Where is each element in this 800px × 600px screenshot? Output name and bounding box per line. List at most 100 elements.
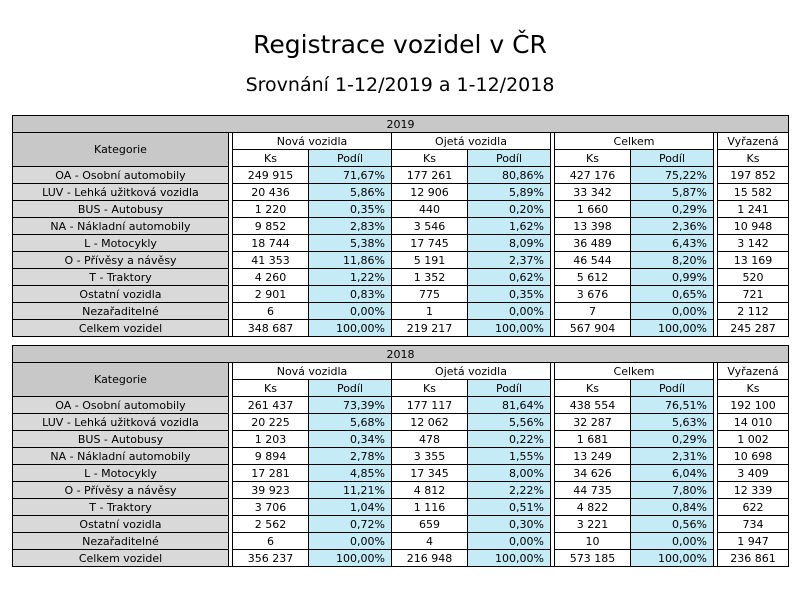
table-row: Celkem vozidel 348 687 100,00% 219 217 100,0… (12, 319, 790, 337)
cell-nova-podil: 11,86% (308, 251, 392, 269)
cell-celkem-podil: 0,65% (630, 285, 714, 303)
cell-ojeta-podil: 1,55% (467, 447, 551, 465)
cell-celkem-podil: 6,43% (630, 234, 714, 252)
table-row: BUS - Autobusy 1 220 0,35% 440 0,20% 1 660 0,2… (12, 200, 790, 218)
subheader-podil: Podíl (630, 379, 714, 397)
cell-nova-podil: 0,72% (308, 515, 392, 533)
cell-nova-ks: 348 687 (232, 319, 309, 337)
cell-ojeta-ks: 3 355 (391, 447, 468, 465)
cell-vyrazena-ks: 10 698 (716, 447, 790, 465)
cell-celkem-podil: 0,56% (630, 515, 714, 533)
cell-vyrazena-ks: 12 339 (716, 481, 790, 499)
subheader-podil: Podíl (630, 149, 714, 167)
cell-ojeta-podil: 0,00% (467, 302, 551, 320)
cell-ojeta-ks: 5 191 (391, 251, 468, 269)
cell-celkem-ks: 438 554 (554, 396, 631, 414)
cell-celkem-podil: 75,22% (630, 166, 714, 184)
cell-ojeta-podil: 0,35% (467, 285, 551, 303)
cell-ojeta-ks: 177 117 (391, 396, 468, 414)
page-title: Registrace vozidel v ČR (253, 30, 547, 59)
cell-ojeta-podil: 8,00% (467, 464, 551, 482)
column-header-celkem: Celkem (554, 362, 714, 380)
cell-nova-ks: 2 901 (232, 285, 309, 303)
column-header-vyrazena: Vyřazená (716, 132, 790, 150)
cell-celkem-podil: 0,84% (630, 498, 714, 516)
cell-nova-podil: 5,68% (308, 413, 392, 431)
cell-celkem-podil: 100,00% (630, 549, 714, 567)
cell-celkem-ks: 573 185 (554, 549, 631, 567)
cell-nova-podil: 4,85% (308, 464, 392, 482)
cell-celkem-ks: 5 612 (554, 268, 631, 286)
cell-vyrazena-ks: 520 (716, 268, 790, 286)
cell-celkem-ks: 427 176 (554, 166, 631, 184)
cell-vyrazena-ks: 1 002 (716, 430, 790, 448)
cell-nova-podil: 1,04% (308, 498, 392, 516)
cell-nova-ks: 1 220 (232, 200, 309, 218)
column-header-nova-vozidla: Nová vozidla (232, 362, 392, 380)
cell-ojeta-podil: 0,51% (467, 498, 551, 516)
row-category: Celkem vozidel (12, 319, 229, 337)
cell-nova-podil: 11,21% (308, 481, 392, 499)
subheader-ks: Ks (232, 149, 309, 167)
cell-nova-podil: 5,38% (308, 234, 392, 252)
cell-nova-podil: 73,39% (308, 396, 392, 414)
table-year-label: 2019 (11, 115, 790, 133)
cell-nova-ks: 6 (232, 302, 309, 320)
cell-nova-ks: 20 436 (232, 183, 309, 201)
cell-ojeta-podil: 2,37% (467, 251, 551, 269)
cell-ojeta-ks: 4 812 (391, 481, 468, 499)
cell-vyrazena-ks: 197 852 (716, 166, 790, 184)
table-row: LUV - Lehká užitková vozidla 20 225 5,68% 1… (12, 413, 790, 431)
cell-vyrazena-ks: 721 (716, 285, 790, 303)
cell-ojeta-podil: 81,64% (467, 396, 551, 414)
row-category: LUV - Lehká užitková vozidla (12, 183, 229, 201)
table-row: T - Traktory 3 706 1,04% 1 116 0,51% 4 822 0,8… (12, 498, 790, 516)
cell-celkem-ks: 1 681 (554, 430, 631, 448)
cell-nova-podil: 100,00% (308, 549, 392, 567)
cell-ojeta-ks: 177 261 (391, 166, 468, 184)
cell-nova-podil: 0,34% (308, 430, 392, 448)
cell-nova-ks: 356 237 (232, 549, 309, 567)
cell-vyrazena-ks: 236 861 (716, 549, 790, 567)
row-category: BUS - Autobusy (12, 200, 229, 218)
cell-celkem-ks: 44 735 (554, 481, 631, 499)
cell-celkem-ks: 3 221 (554, 515, 631, 533)
cell-ojeta-ks: 440 (391, 200, 468, 218)
cell-ojeta-podil: 2,22% (467, 481, 551, 499)
cell-vyrazena-ks: 14 010 (716, 413, 790, 431)
subheader-ks: Ks (716, 149, 790, 167)
cell-ojeta-ks: 4 (391, 532, 468, 550)
cell-vyrazena-ks: 1 947 (716, 532, 790, 550)
subheader-ks: Ks (554, 149, 631, 167)
table-row: Nezařaditelné 6 0,00% 4 0,00% 10 0,00% 1 947 (12, 532, 790, 550)
cell-celkem-ks: 1 660 (554, 200, 631, 218)
cell-ojeta-podil: 5,89% (467, 183, 551, 201)
subheader-ks: Ks (391, 379, 468, 397)
cell-vyrazena-ks: 245 287 (716, 319, 790, 337)
column-header-nova-vozidla: Nová vozidla (232, 132, 392, 150)
cell-vyrazena-ks: 3 409 (716, 464, 790, 482)
row-category: T - Traktory (12, 498, 229, 516)
cell-nova-podil: 2,83% (308, 217, 392, 235)
cell-nova-podil: 0,83% (308, 285, 392, 303)
cell-vyrazena-ks: 15 582 (716, 183, 790, 201)
cell-celkem-podil: 0,00% (630, 302, 714, 320)
cell-celkem-ks: 4 822 (554, 498, 631, 516)
cell-celkem-podil: 76,51% (630, 396, 714, 414)
table-row: OA - Osobní automobily 261 437 73,39% 177 1… (12, 396, 790, 414)
cell-ojeta-ks: 17 745 (391, 234, 468, 252)
cell-nova-podil: 2,78% (308, 447, 392, 465)
row-category: OA - Osobní automobily (12, 396, 229, 414)
subheader-ks: Ks (554, 379, 631, 397)
cell-celkem-ks: 34 626 (554, 464, 631, 482)
row-category: L - Motocykly (12, 234, 229, 252)
subheader-podil: Podíl (308, 149, 392, 167)
row-category: Nezařaditelné (12, 532, 229, 550)
cell-vyrazena-ks: 192 100 (716, 396, 790, 414)
cell-nova-ks: 18 744 (232, 234, 309, 252)
table-row: O - Přívěsy a návěsy 41 353 11,86% 5 191 2,3… (12, 251, 790, 269)
cell-ojeta-ks: 3 546 (391, 217, 468, 235)
row-category: O - Přívěsy a návěsy (12, 251, 229, 269)
cell-nova-ks: 41 353 (232, 251, 309, 269)
cell-nova-podil: 0,00% (308, 302, 392, 320)
